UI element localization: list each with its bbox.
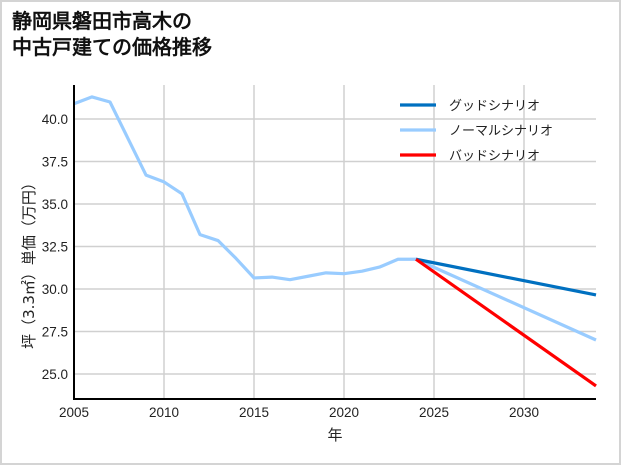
y-tick-label: 35.0 (42, 197, 68, 212)
x-tick-label: 2015 (239, 405, 269, 420)
y-tick-label: 30.0 (42, 282, 68, 297)
tick-labels: 2005 2010 2015 2020 2025 2030 25.0 27.5 30.0 32.5… (42, 112, 539, 420)
series-line (415, 257, 597, 388)
x-tick-label: 2030 (509, 405, 539, 420)
y-tick-label: 25.0 (42, 367, 68, 382)
chart-title: 静岡県磐田市高木の 中古戸建ての価格推移 (12, 8, 212, 60)
legend-label: ノーマルシナリオ (449, 124, 553, 139)
x-tick-label: 2010 (149, 405, 179, 420)
chart-title-line-2: 中古戸建ての価格推移 (12, 35, 212, 59)
legend-label: グッドシナリオ (449, 99, 540, 114)
legend-label: バッドシナリオ (449, 149, 540, 164)
y-tick-label: 40.0 (42, 112, 68, 127)
axes (73, 85, 596, 400)
series-line (73, 95, 597, 342)
gridlines (74, 85, 596, 399)
chart-title-line-1: 静岡県磐田市高木の (12, 9, 192, 33)
x-tick-label: 2025 (419, 405, 449, 420)
x-tick-label: 2020 (329, 405, 359, 420)
y-tick-label: 37.5 (42, 155, 68, 170)
series-lines (73, 95, 597, 388)
series-line (415, 257, 597, 297)
x-axis-label: 年 (327, 426, 342, 444)
y-tick-label: 27.5 (42, 325, 68, 340)
y-axis-label: 坪（3.3㎡）単価（万円） (20, 175, 38, 349)
y-tick-label: 32.5 (42, 240, 68, 255)
x-tick-label: 2005 (59, 405, 89, 420)
